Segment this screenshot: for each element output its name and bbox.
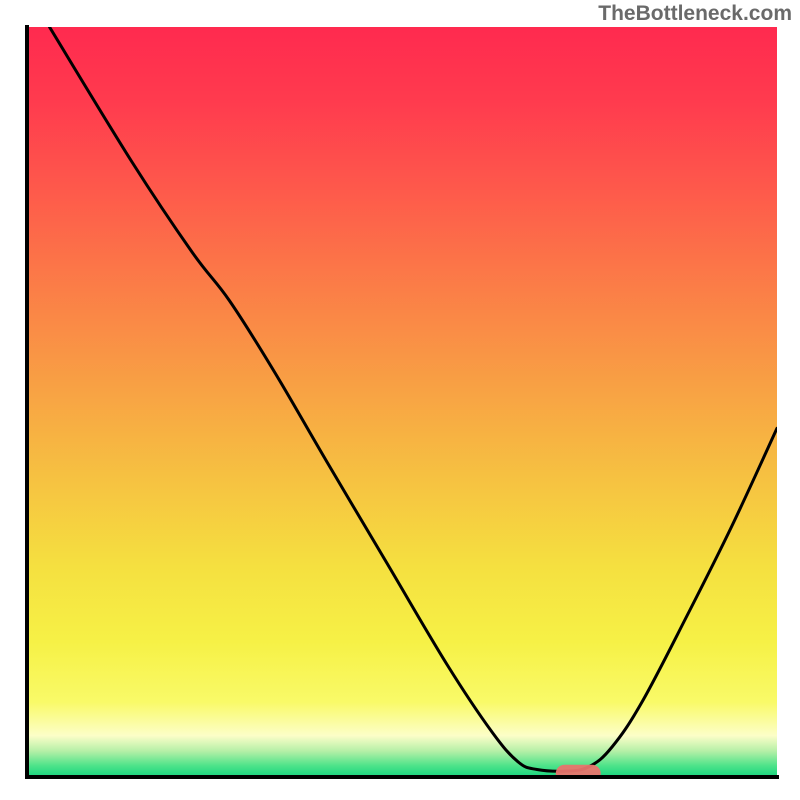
- minimum-marker: [556, 765, 601, 782]
- chart-container: TheBottleneck.com: [0, 0, 800, 800]
- bottleneck-chart: [0, 0, 800, 800]
- chart-background: [27, 27, 777, 777]
- watermark-text: TheBottleneck.com: [598, 2, 792, 26]
